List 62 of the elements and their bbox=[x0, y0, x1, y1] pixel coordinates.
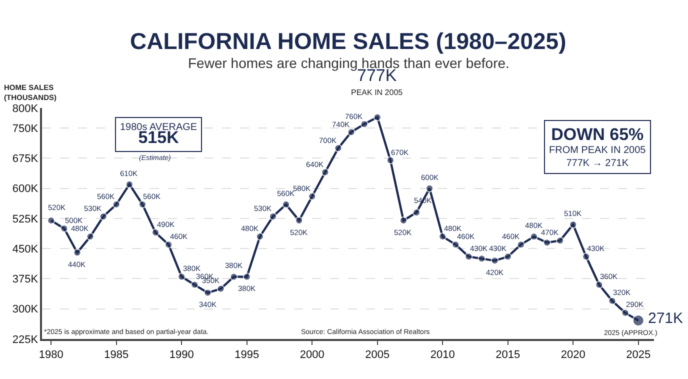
point bbox=[569, 220, 578, 228]
x-tick-label: 2000 bbox=[300, 348, 324, 361]
y-tick-label: 800K bbox=[12, 102, 39, 115]
point bbox=[282, 200, 290, 208]
point bbox=[373, 113, 382, 122]
y-tick-label: 225K bbox=[12, 334, 39, 346]
point bbox=[230, 272, 238, 281]
point bbox=[152, 228, 160, 237]
annotation: 1980s AVERAGE 515K bbox=[120, 122, 198, 147]
x-tick-label: 2015 bbox=[496, 348, 520, 361]
x-tick-label: 2025 bbox=[626, 348, 651, 361]
point bbox=[256, 232, 264, 241]
y-tick-label: 375K bbox=[12, 274, 39, 286]
x-tick-label: 1995 bbox=[234, 348, 260, 361]
point bbox=[216, 284, 225, 293]
point bbox=[164, 240, 173, 249]
point bbox=[242, 272, 251, 281]
point bbox=[321, 168, 330, 176]
data-label: 271K bbox=[648, 310, 684, 327]
x-tick-label: 2020 bbox=[560, 348, 586, 361]
point bbox=[190, 280, 199, 289]
point bbox=[125, 180, 134, 188]
point bbox=[73, 248, 82, 257]
x-tick-label: 1990 bbox=[169, 348, 194, 361]
point bbox=[543, 238, 551, 247]
point bbox=[308, 192, 316, 200]
point bbox=[295, 216, 304, 224]
annotation: DOWN 65% FROM PEAK IN 2005 777K → 271K bbox=[549, 125, 646, 169]
point bbox=[86, 232, 94, 241]
point bbox=[516, 240, 525, 249]
x-tick-label: 1980 bbox=[38, 348, 64, 361]
y-tick-label: 750K bbox=[12, 122, 39, 135]
point bbox=[452, 240, 460, 249]
point bbox=[464, 252, 473, 261]
point bbox=[621, 308, 630, 317]
y-tick-label: 675K bbox=[12, 153, 39, 166]
x-tick-label: 1985 bbox=[104, 348, 129, 361]
point bbox=[608, 296, 616, 305]
y-tick-label: 300K bbox=[12, 304, 39, 316]
y-tick-label: 450K bbox=[12, 243, 39, 256]
point bbox=[204, 288, 212, 297]
point bbox=[490, 256, 499, 265]
point bbox=[595, 280, 604, 289]
point bbox=[112, 200, 120, 208]
x-tick-label: 2010 bbox=[430, 348, 455, 361]
annotation: PEAK IN 2005 bbox=[351, 88, 404, 97]
point bbox=[334, 144, 342, 152]
y-tick-label: 600K bbox=[12, 183, 39, 196]
point bbox=[478, 254, 486, 263]
point bbox=[360, 120, 368, 128]
y-tick-label: 525K bbox=[12, 213, 39, 226]
point bbox=[582, 252, 590, 261]
point bbox=[556, 236, 564, 245]
point bbox=[99, 212, 108, 220]
point bbox=[178, 272, 186, 281]
point bbox=[426, 184, 434, 192]
chart-title: CALIFORNIA HOME SALES (1980–2025) bbox=[130, 28, 566, 54]
x-tick-label: 2005 bbox=[365, 348, 390, 361]
point bbox=[386, 156, 394, 164]
point bbox=[347, 128, 356, 136]
point bbox=[60, 224, 68, 233]
point bbox=[504, 252, 512, 261]
